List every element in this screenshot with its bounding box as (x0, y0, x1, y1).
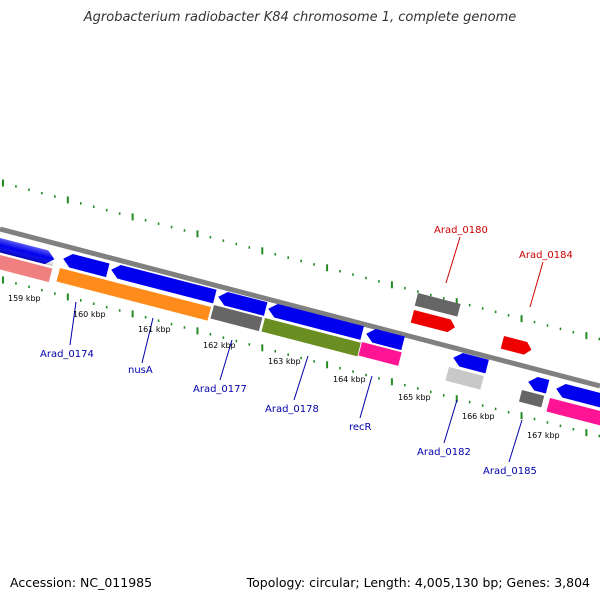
gene-arad-0185-blue[interactable] (526, 375, 550, 394)
gene-recr[interactable] (358, 342, 402, 366)
gene-arad-0180[interactable] (410, 310, 457, 334)
gene-salmon[interactable] (0, 255, 53, 283)
scale-label: 164 kbp (333, 375, 366, 384)
red-label-leaders (445, 236, 544, 308)
scale-label: 159 kbp (8, 294, 41, 303)
topology-text: Topology: circular; Length: 4,005,130 bp… (246, 575, 590, 590)
scale-label: 167 kbp (527, 431, 560, 440)
scale-label: 161 kbp (138, 325, 171, 334)
map-title: Agrobacterium radiobacter K84 chromosome… (83, 10, 517, 25)
gene-label[interactable]: recR (349, 422, 372, 433)
gene-arad-0173-shade (0, 238, 57, 267)
chromosome-backbone (0, 226, 600, 389)
gene-label[interactable]: Arad_0174 (40, 349, 94, 360)
gene-arad-0177[interactable] (210, 305, 263, 332)
gene-label[interactable]: Arad_0178 (265, 404, 319, 415)
gene-label[interactable]: Arad_0184 (519, 250, 573, 261)
gene-label[interactable]: Arad_0182 (417, 447, 471, 458)
gene-arad-0174[interactable] (61, 252, 110, 278)
gene-label[interactable]: nusA (128, 365, 153, 376)
gene-arad-0182-blue[interactable] (451, 351, 489, 374)
scale-label: 162 kbp (203, 341, 236, 350)
scale-label: 165 kbp (398, 393, 431, 402)
accession-text: Accession: NC_011985 (10, 575, 153, 590)
gene-label[interactable]: Arad_0185 (483, 466, 537, 477)
gene-arad-0180-gray[interactable] (414, 293, 461, 317)
outer-tick-ring (2, 179, 600, 341)
gene-arad-0182[interactable] (445, 367, 484, 390)
inner-tick-ring (2, 276, 600, 438)
gene-arad-0178[interactable] (261, 318, 361, 357)
gene-arad-0178-blue[interactable] (266, 302, 364, 340)
gene-nusa-orange[interactable] (56, 268, 212, 321)
gene-arad-0185[interactable] (518, 390, 545, 408)
scale-label: 166 kbp (462, 412, 495, 421)
gene-label[interactable]: Arad_0177 (193, 384, 247, 395)
label-leaders (69, 301, 523, 463)
scale-label: 163 kbp (268, 357, 301, 366)
gene-label[interactable]: Arad_0180 (434, 225, 488, 236)
gene-arad-0184[interactable] (500, 336, 533, 356)
scale-label: 160 kbp (73, 310, 106, 319)
gene-arad-0186[interactable] (554, 382, 600, 411)
gene-nusa[interactable] (109, 263, 217, 304)
gene-recr-blue[interactable] (364, 327, 405, 351)
gene-arad-0177-blue[interactable] (216, 290, 268, 316)
